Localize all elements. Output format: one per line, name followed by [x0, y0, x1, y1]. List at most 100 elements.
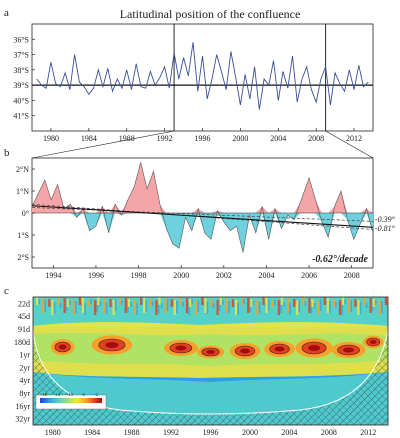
panel-a-plot-area	[32, 24, 373, 131]
streak-cool	[84, 303, 86, 315]
panel-c: c -16 -14 -10 -6 -2 22d 45d 91d 180d 1yr 2yr 4yr 8y…	[4, 285, 389, 437]
streak-cool	[44, 300, 47, 312]
streak	[357, 300, 360, 315]
hotspot-peak	[58, 344, 67, 350]
a-xtick-label: 2000	[232, 134, 248, 143]
hotspot-peak	[274, 346, 285, 352]
hotspot-peak	[343, 347, 355, 353]
streak-cool	[283, 302, 285, 307]
streak-cool	[99, 301, 102, 306]
streak	[78, 297, 81, 305]
hotspot-peak	[206, 350, 215, 354]
c-xtick-label: 1984	[84, 428, 100, 437]
streak-cool	[206, 302, 209, 314]
streak-cool	[228, 301, 230, 313]
panel-b-label: b	[4, 147, 10, 159]
streak	[363, 297, 366, 305]
streak-cool	[304, 301, 307, 306]
streak	[97, 297, 100, 305]
streak	[247, 298, 250, 313]
streak-cool	[38, 299, 40, 304]
streak	[118, 297, 121, 305]
streak	[36, 297, 39, 305]
streak-cool	[151, 301, 154, 306]
streak-cool	[237, 303, 239, 315]
panel-b-x-axis: 1994 1996 1998 2000 2002 2004 2006 2008	[45, 265, 360, 280]
streak	[250, 299, 253, 307]
cone-of-influence-crosshatch	[33, 330, 388, 425]
b-ytick-label: 1°S	[17, 231, 29, 240]
streak-cool	[280, 301, 282, 313]
a-xtick-label: 1996	[195, 134, 211, 143]
c-period-label: 91d	[18, 325, 30, 334]
streak	[210, 299, 213, 307]
a-ytick-label: 36°S	[13, 35, 29, 44]
streak	[342, 297, 345, 305]
streak	[42, 298, 45, 313]
streak	[338, 300, 342, 315]
streak-cool	[96, 300, 99, 312]
trend-rate-label: -0.62°/decade	[312, 254, 368, 265]
streak-cool	[329, 301, 331, 313]
streak	[179, 297, 182, 305]
streak	[262, 297, 265, 305]
wavelet-spectrum: -16 -14 -10 -6 -2	[33, 297, 388, 425]
a-xtick-label: 2004	[270, 134, 286, 143]
a-xtick-label: 1984	[81, 134, 97, 143]
streak-cool	[145, 300, 148, 312]
streak-cool	[350, 300, 353, 312]
streak-cool	[105, 302, 108, 314]
streak	[204, 298, 207, 313]
streak-cool	[310, 302, 313, 314]
b-series-line	[32, 162, 373, 253]
c-xtick-label: 2004	[281, 428, 297, 437]
streak	[332, 299, 335, 307]
streak-cool	[59, 303, 62, 308]
b-ytick-label: 2°S	[17, 253, 29, 262]
c-period-label: 1yr	[19, 351, 30, 360]
colorbar-tick-label: -14	[54, 392, 61, 397]
c-period-label: 16yr	[15, 402, 30, 411]
streak-cool	[335, 302, 337, 307]
streak	[308, 298, 311, 313]
b-xtick-label: 1994	[45, 271, 61, 280]
streak-cool	[298, 300, 301, 312]
streak-cool	[344, 299, 346, 304]
c-period-label: 45d	[18, 312, 30, 321]
hotspot-peak	[175, 345, 187, 351]
streak	[158, 297, 161, 305]
panel-c-x-axis: 1980 1984 1988 1992 1996 2000 2004 2008 2012	[45, 428, 377, 437]
streak	[296, 300, 299, 315]
streak	[48, 299, 51, 307]
streak	[140, 297, 143, 305]
streak-cool	[176, 301, 178, 313]
streak	[286, 298, 290, 313]
panel-c-label: c	[4, 285, 9, 297]
colorbar-tick-label: -16	[41, 392, 48, 397]
hotspot-peak	[369, 340, 377, 344]
streak	[72, 300, 75, 315]
zoom-connector-lines	[31, 130, 374, 159]
panel-c-y-axis: 22d 45d 91d 180d 1yr 2yr 4yr 8yr 16yr 32yr	[14, 299, 30, 423]
c-xtick-label: 1992	[163, 428, 179, 437]
streak	[219, 297, 222, 305]
c-period-label: 180d	[14, 338, 30, 347]
a-xtick-label: 1992	[157, 134, 173, 143]
streak	[311, 299, 314, 307]
streak	[94, 300, 97, 315]
colorbar-tick-label: -2	[94, 392, 98, 397]
streak	[348, 298, 351, 313]
c-xtick-label: 2000	[242, 428, 258, 437]
streak-cool	[197, 300, 200, 312]
streak	[271, 299, 274, 307]
streak	[225, 298, 228, 313]
streak-cool	[375, 300, 377, 305]
b-xtick-label: 2006	[301, 271, 317, 280]
a-xtick-label: 1988	[119, 134, 135, 143]
streak-cool	[313, 303, 316, 308]
colorbar-ticks: -16 -14 -10 -6 -2	[41, 392, 98, 397]
streak-cool	[222, 300, 224, 305]
streak-cool	[130, 302, 132, 307]
cone-of-influence-line	[33, 329, 388, 415]
streak	[354, 299, 357, 307]
